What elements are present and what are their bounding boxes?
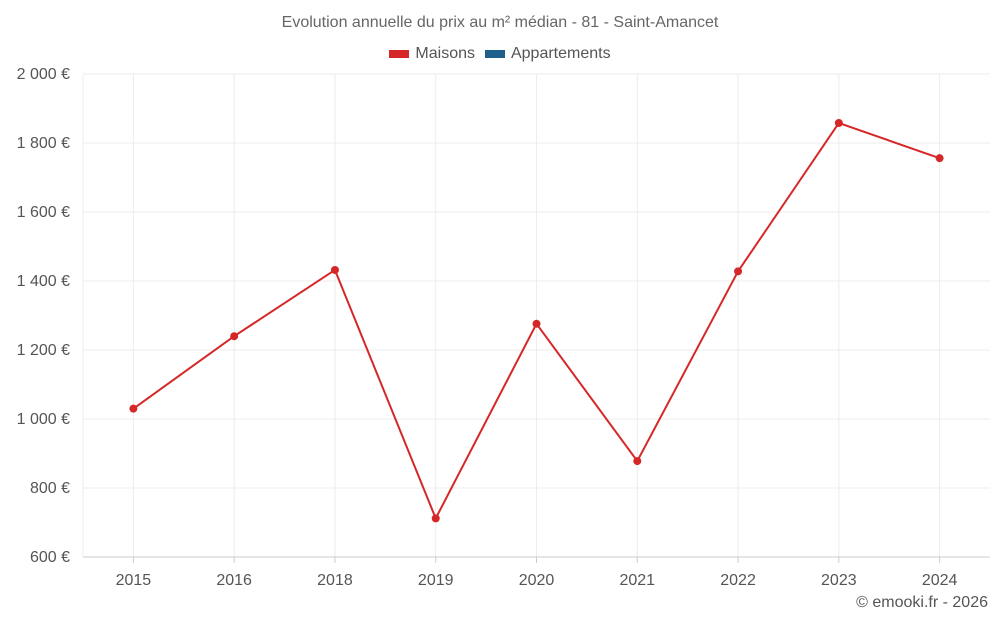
legend-label-appartements: Appartements <box>510 45 611 62</box>
x-tick-label: 2024 <box>922 572 958 589</box>
data-point <box>734 267 743 276</box>
y-tick-label: 2 000 € <box>17 66 70 83</box>
legend-item-maisons[interactable]: Maisons <box>389 45 475 63</box>
legend-label-maisons: Maisons <box>415 45 475 62</box>
chart-title: Evolution annuelle du prix au m² médian … <box>281 14 719 31</box>
data-point <box>834 118 843 127</box>
data-point <box>330 265 339 274</box>
data-point <box>935 154 944 163</box>
x-tick-label: 2020 <box>519 572 555 589</box>
y-tick-label: 600 € <box>30 549 70 566</box>
legend-swatch-maisons <box>389 50 410 58</box>
y-tick-label: 1 800 € <box>17 135 70 152</box>
y-tick-label: 1 000 € <box>17 411 70 428</box>
data-point <box>532 319 541 328</box>
data-point <box>633 457 642 466</box>
x-tick-label: 2018 <box>317 572 353 589</box>
x-tick-label: 2016 <box>216 572 252 589</box>
y-tick-label: 1 400 € <box>17 273 70 290</box>
x-tick-label: 2019 <box>418 572 454 589</box>
y-tick-label: 800 € <box>30 480 70 497</box>
data-point <box>230 332 239 341</box>
data-point <box>129 404 138 413</box>
credit: © emooki.fr - 2026 <box>856 594 988 611</box>
y-tick-label: 1 600 € <box>17 204 70 221</box>
x-tick-label: 2021 <box>619 572 655 589</box>
x-tick-label: 2015 <box>116 572 152 589</box>
legend: Maisons Appartements <box>0 45 1000 63</box>
y-tick-label: 1 200 € <box>17 342 70 359</box>
data-point <box>431 514 440 523</box>
legend-item-appartements[interactable]: Appartements <box>484 45 611 63</box>
x-tick-label: 2023 <box>821 572 857 589</box>
legend-swatch-appartements <box>484 50 505 58</box>
x-tick-label: 2022 <box>720 572 756 589</box>
